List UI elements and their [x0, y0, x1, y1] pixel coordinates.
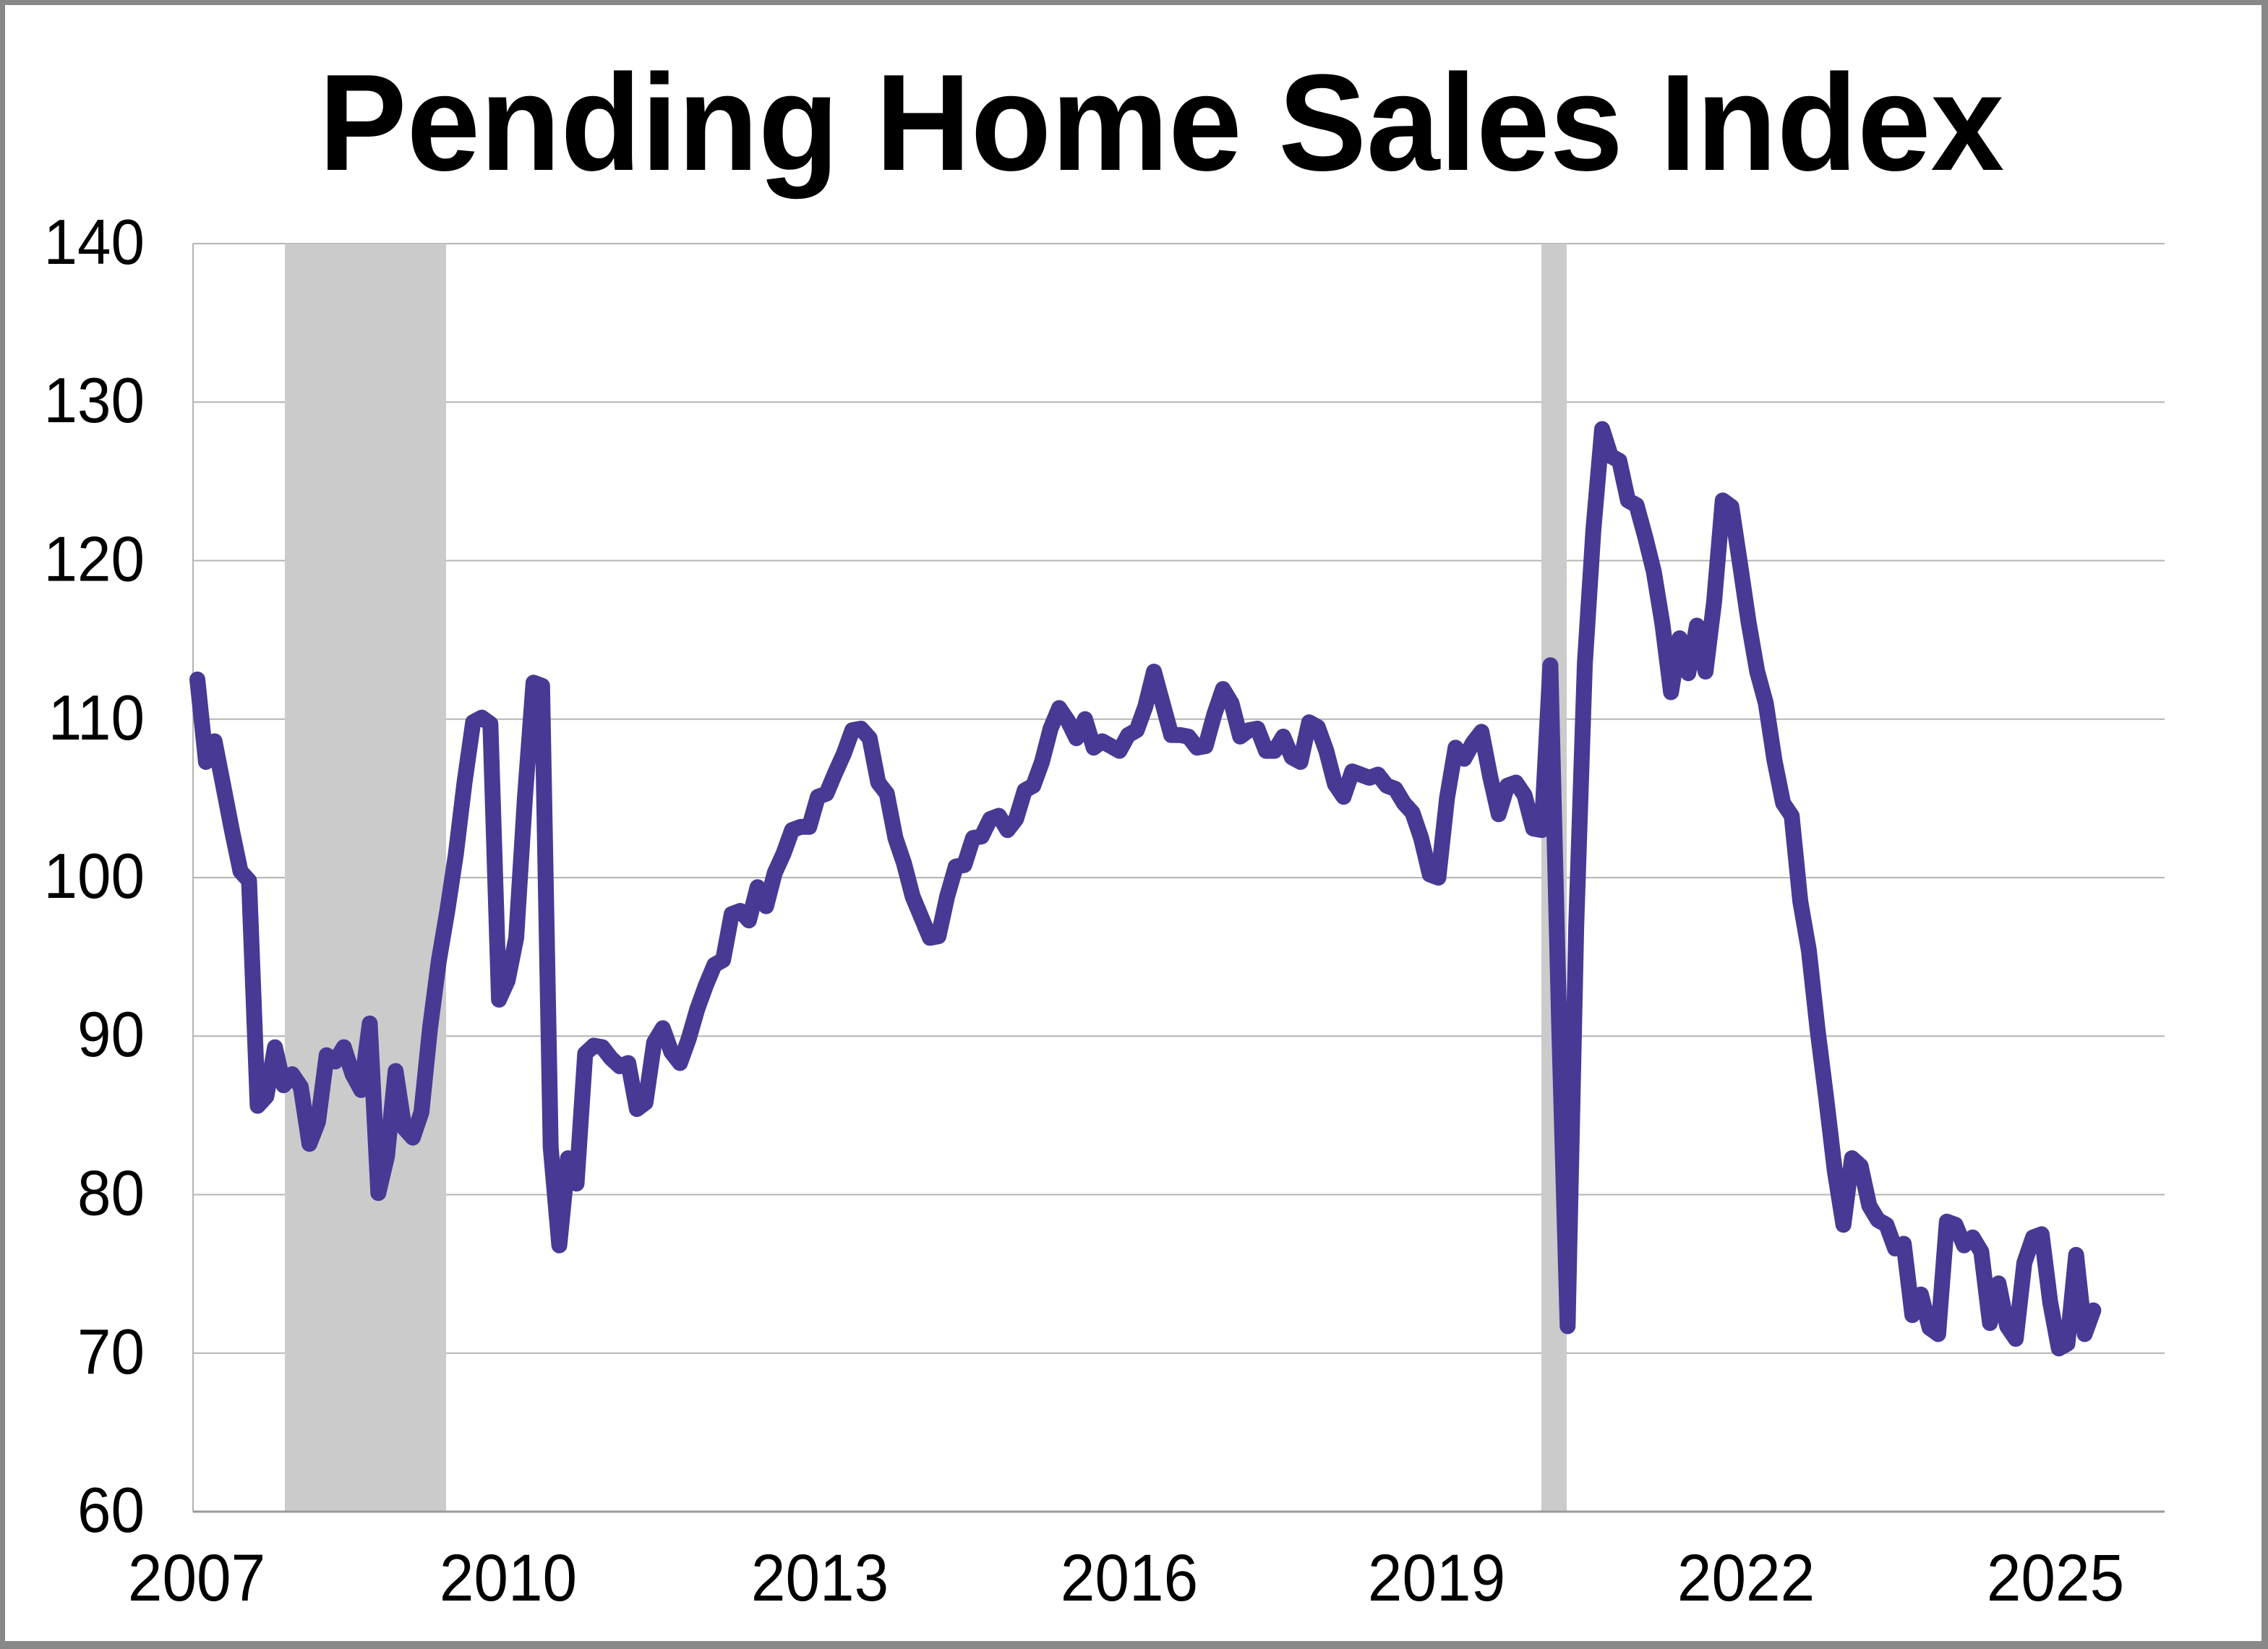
svg-text:60: 60	[77, 1475, 145, 1546]
svg-text:80: 80	[77, 1158, 145, 1229]
svg-text:2025: 2025	[1987, 1541, 2124, 1615]
svg-text:110: 110	[48, 682, 145, 753]
svg-text:90: 90	[77, 999, 145, 1070]
svg-text:2016: 2016	[1061, 1541, 1198, 1615]
svg-text:130: 130	[44, 365, 145, 436]
svg-text:140: 140	[44, 207, 145, 278]
svg-text:2019: 2019	[1368, 1541, 1505, 1615]
svg-text:70: 70	[77, 1316, 145, 1387]
svg-text:2007: 2007	[128, 1541, 265, 1615]
svg-text:2010: 2010	[440, 1541, 577, 1615]
svg-text:2013: 2013	[751, 1541, 889, 1615]
svg-text:2022: 2022	[1677, 1541, 1815, 1615]
svg-text:Pending Home Sales Index: Pending Home Sales Index	[319, 46, 2004, 200]
svg-text:120: 120	[44, 524, 145, 595]
svg-text:100: 100	[44, 841, 145, 912]
